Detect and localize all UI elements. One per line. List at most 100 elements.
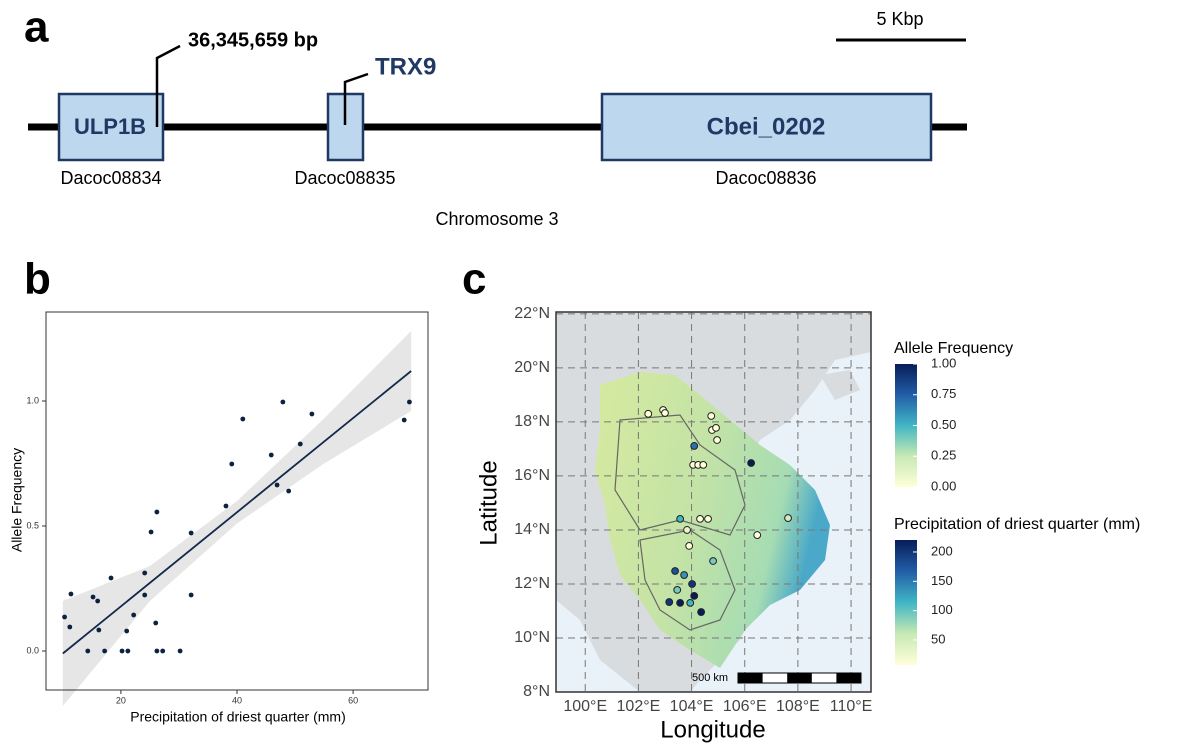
y-tick-label: 20°N [514,359,550,376]
point [240,417,245,422]
chromosome-label: Chromosome 3 [435,209,558,229]
panel-label: c [462,255,486,304]
point [142,571,147,576]
x-tick-label: 110°E [830,698,873,715]
y-tick-label: 8°N [523,683,550,700]
site [666,599,673,606]
site [677,515,684,522]
site [710,558,717,565]
confidence-band [63,331,411,706]
y-tick-label: 12°N [514,575,550,592]
point [125,649,130,654]
y-tick-label: 14°N [514,521,550,538]
gene-id: Dacoc08836 [715,168,816,188]
site [684,527,691,534]
point [160,649,165,654]
site [686,542,693,549]
y-tick-label: 1.0 [26,395,39,405]
gene-name: ULP1B [74,114,146,139]
fit-line [63,371,411,654]
site [645,410,652,417]
point [154,510,159,515]
site [697,515,704,522]
scale-bar [738,673,861,683]
site [662,410,669,417]
site [713,424,720,431]
point [309,412,314,417]
x-tick-label: 104°E [670,698,714,715]
panel-label: b [24,255,51,304]
x-tick-label: 108°E [776,698,820,715]
y-tick-label: 0.0 [26,645,39,655]
point [95,599,100,604]
panel-label: a [24,3,49,52]
x-tick-label: 106°E [723,698,767,715]
site [672,568,679,575]
figure: a 36,345,659 bp TRX9 ULP1B Cbei_0202 Dac… [0,0,1180,743]
site [754,532,761,539]
site [748,460,755,467]
site [705,515,712,522]
point [275,483,280,488]
site [677,599,684,606]
point [189,531,194,536]
point [269,453,274,458]
y-axis-label: Allele Frequency [9,448,25,552]
site [689,581,696,588]
colorbar-label: 1.00 [931,355,956,370]
x-axis-label: Longitude [660,716,765,743]
colorbar-label: 200 [931,543,953,558]
y-tick-label: 16°N [514,467,550,484]
x-tick-label: 100°E [563,698,607,715]
site [785,515,792,522]
y-tick-label: 18°N [514,413,550,430]
colorbar-label: 150 [931,573,953,588]
point [178,649,183,654]
point [109,576,114,581]
y-tick-label: 10°N [514,629,550,646]
y-axis-label: Latitude [475,460,502,545]
point [154,649,159,654]
colorbar-label: 50 [931,631,945,646]
point [131,613,136,618]
point [67,625,72,630]
site [698,609,705,616]
point [91,595,96,600]
colorbar-label: 0.50 [931,417,956,432]
site [691,592,698,599]
x-tick-label: 20 [116,695,126,705]
point [85,649,90,654]
point [229,462,234,467]
site [714,437,721,444]
scale-label: 5 Kbp [876,9,923,29]
point [189,593,194,598]
gene-id: Dacoc08834 [60,168,161,188]
point [224,504,229,509]
point [96,628,101,633]
point [62,615,67,620]
site [674,587,681,594]
colorbar-label: 100 [931,602,953,617]
point [149,530,154,535]
point [69,592,74,597]
site [708,413,715,420]
point [102,649,107,654]
marker-gene: TRX9 [375,53,436,80]
x-tick-label: 102°E [617,698,661,715]
colorbar-label: 0.75 [931,386,956,401]
point [402,418,407,423]
y-tick-label: 0.5 [26,520,39,530]
x-axis-label: Precipitation of driest quarter (mm) [130,709,346,725]
colorbar-label: 0.00 [931,478,956,493]
x-tick-label: 60 [348,695,358,705]
site [700,461,707,468]
site [687,599,694,606]
point [280,400,285,405]
gene-id: Dacoc08835 [294,168,395,188]
site [681,572,688,579]
point [286,489,291,494]
site [691,443,698,450]
scale-label: 500 km [692,672,728,684]
colorbar [895,540,917,665]
point [120,649,125,654]
